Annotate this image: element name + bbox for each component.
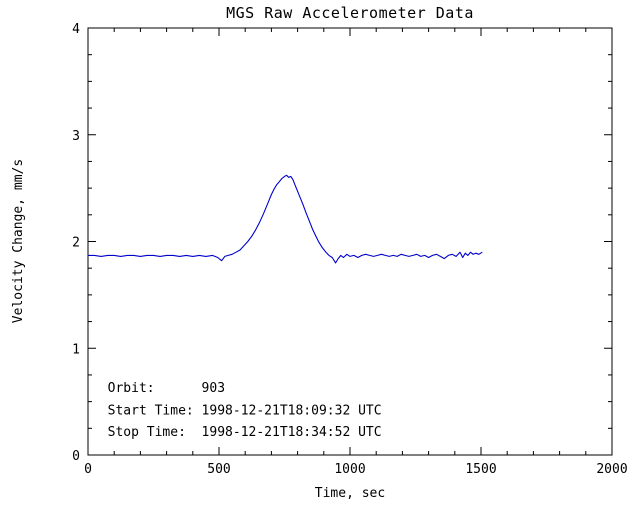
x-tick-label: 500: [207, 462, 230, 477]
y-tick-label: 1: [72, 342, 80, 357]
annotation-line: Orbit: 903: [108, 381, 225, 396]
x-tick-label: 2000: [596, 462, 627, 477]
y-tick-label: 0: [72, 449, 80, 464]
y-tick-label: 3: [72, 129, 80, 144]
x-tick-label: 0: [84, 462, 92, 477]
annotation-line: Start Time: 1998-12-21T18:09:32 UTC: [108, 403, 382, 418]
x-tick-label: 1000: [334, 462, 365, 477]
y-tick-label: 2: [72, 236, 80, 251]
x-axis-label: Time, sec: [315, 486, 385, 501]
y-axis-label: Velocity Change, mm/s: [11, 159, 26, 323]
x-tick-label: 1500: [465, 462, 496, 477]
data-line: [88, 174, 483, 264]
y-tick-label: 4: [72, 22, 80, 37]
chart-title: MGS Raw Accelerometer Data: [226, 4, 474, 22]
plot-area: 0 500 1000 1500 2000 0 1 2 3 4 Orbit: 903 Start Tim…: [72, 22, 627, 477]
annotation-line: Stop Time: 1998-12-21T18:34:52 UTC: [108, 425, 382, 440]
